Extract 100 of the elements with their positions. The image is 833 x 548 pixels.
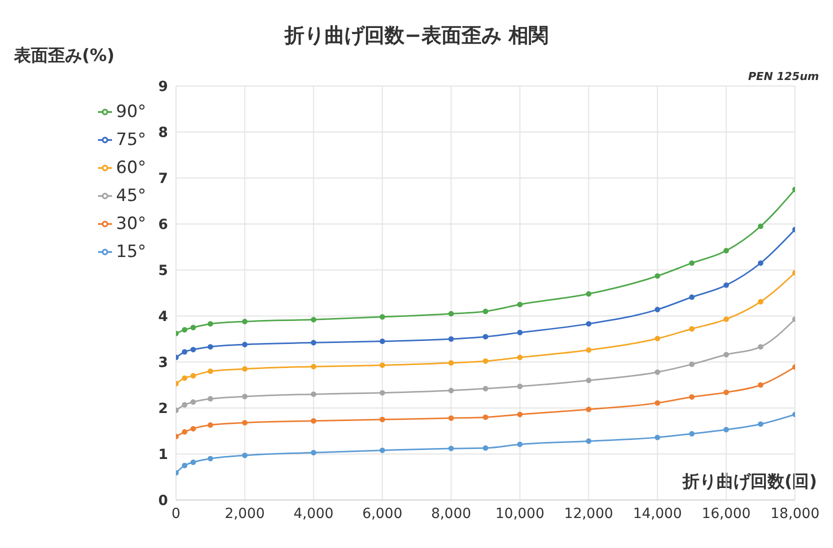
point — [242, 366, 248, 372]
y-axis-title: 表面歪み(%) — [14, 45, 115, 67]
x-tick-label: 8,000 — [431, 506, 472, 522]
point — [654, 434, 660, 440]
y-tick-label: 2 — [158, 400, 168, 417]
point — [380, 338, 386, 344]
point — [482, 386, 488, 392]
point — [190, 399, 196, 405]
point — [517, 442, 523, 448]
point — [586, 291, 592, 297]
point — [448, 388, 454, 394]
point — [482, 334, 488, 340]
legend-label: 30° — [116, 214, 146, 234]
point — [689, 326, 695, 332]
point — [654, 336, 660, 342]
point — [482, 308, 488, 314]
point — [517, 330, 523, 336]
point — [586, 321, 592, 327]
point — [208, 422, 214, 428]
point — [208, 344, 214, 350]
point — [182, 462, 188, 468]
legend-label: 60° — [116, 158, 146, 178]
point — [448, 310, 454, 316]
chart-title: 折り曲げ回数−表面歪み 相関 — [284, 23, 548, 47]
point — [242, 342, 248, 348]
point — [182, 349, 188, 355]
point — [448, 360, 454, 366]
x-tick-label: 0 — [172, 506, 180, 522]
point — [723, 390, 729, 396]
y-tick-label: 5 — [158, 262, 168, 279]
point — [689, 294, 695, 300]
point — [380, 416, 386, 422]
text: PEN 125um — [748, 70, 819, 83]
point — [182, 429, 188, 435]
point — [182, 402, 188, 408]
point — [689, 362, 695, 368]
y-tick-label: 8 — [158, 124, 168, 141]
point — [689, 431, 695, 437]
legend-label: 75° — [116, 130, 146, 150]
point — [310, 364, 316, 370]
point — [208, 396, 214, 402]
point — [586, 438, 592, 444]
point — [482, 414, 488, 420]
x-tick-label: 10,000 — [495, 506, 544, 522]
point — [208, 321, 214, 327]
point — [242, 420, 248, 426]
point — [482, 445, 488, 451]
point — [190, 324, 196, 330]
x-tick-label: 2,000 — [224, 506, 265, 522]
point — [517, 354, 523, 360]
point — [380, 448, 386, 454]
point — [448, 446, 454, 452]
point — [242, 452, 248, 458]
point — [517, 384, 523, 390]
point — [242, 394, 248, 400]
point — [758, 260, 764, 266]
point — [586, 406, 592, 412]
point — [517, 302, 523, 308]
point — [723, 248, 729, 254]
point — [482, 358, 488, 364]
y-tick-label: 7 — [158, 170, 168, 187]
x-tick-label: 6,000 — [362, 506, 402, 522]
point — [310, 418, 316, 424]
point — [310, 391, 316, 397]
point — [586, 347, 592, 353]
point — [190, 346, 196, 352]
point — [310, 450, 316, 456]
point — [448, 336, 454, 342]
point — [758, 224, 764, 230]
point — [758, 421, 764, 427]
point — [182, 375, 188, 381]
x-tick-label: 18,000 — [770, 506, 820, 522]
y-tick-label: 1 — [158, 446, 168, 463]
point — [758, 344, 764, 350]
x-tick-label: 12,000 — [564, 506, 614, 522]
point — [190, 426, 196, 432]
legend-label: 90° — [116, 102, 146, 122]
legend-label: 15° — [116, 242, 146, 262]
point — [310, 316, 316, 322]
point — [208, 368, 214, 374]
point — [586, 378, 592, 384]
point — [689, 260, 695, 266]
point — [380, 362, 386, 368]
point — [517, 412, 523, 418]
point — [723, 352, 729, 358]
point — [758, 298, 764, 304]
point — [654, 400, 660, 406]
point — [723, 426, 729, 432]
point — [654, 306, 660, 312]
y-tick-label: 3 — [158, 354, 168, 371]
point — [654, 369, 660, 375]
x-tick-label: 4,000 — [294, 506, 334, 522]
point — [758, 382, 764, 388]
x-tick-label: 16,000 — [702, 506, 751, 522]
point — [689, 394, 695, 400]
point — [182, 327, 188, 333]
point — [310, 340, 316, 346]
y-tick-label: 0 — [158, 492, 168, 509]
point — [208, 456, 214, 462]
point — [242, 318, 248, 324]
